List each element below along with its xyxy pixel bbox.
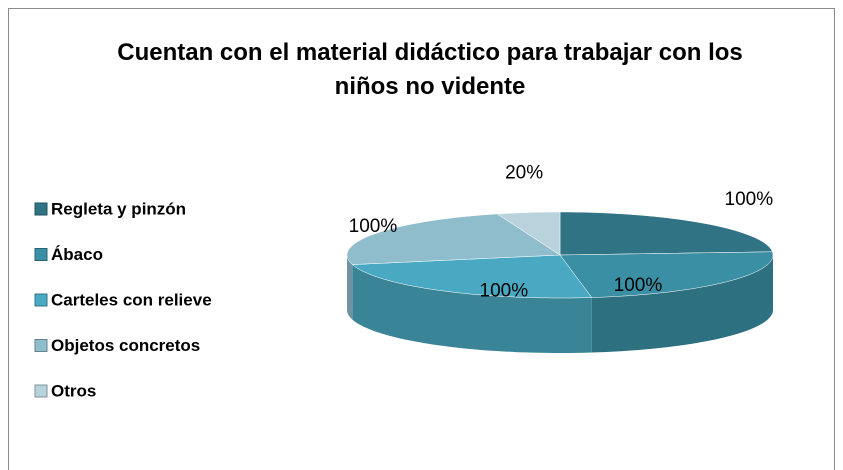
pie-slice xyxy=(346,213,561,265)
pie-side xyxy=(352,264,592,353)
legend-label: Regleta y pinzón xyxy=(51,199,186,218)
legend-label: Carteles con relieve xyxy=(51,290,212,309)
pie-slice xyxy=(559,251,774,298)
legend-label: Otros xyxy=(51,381,96,400)
pie-slice xyxy=(351,254,593,299)
chart-title: Cuentan con el material didáctico para t… xyxy=(117,39,743,100)
pie-side xyxy=(591,255,773,353)
pie-side xyxy=(347,255,353,320)
legend-swatch xyxy=(34,384,48,398)
legend-swatch xyxy=(34,202,48,216)
pie-slice xyxy=(559,211,773,256)
data-label: 100% xyxy=(480,280,529,301)
data-label: 100% xyxy=(614,275,663,296)
legend-swatch xyxy=(34,339,48,352)
legend-swatch xyxy=(34,293,48,307)
legend-swatch xyxy=(34,248,48,261)
pie-slice xyxy=(496,211,561,256)
data-label: 100% xyxy=(725,189,774,210)
data-label: 100% xyxy=(349,216,398,237)
data-label: 20% xyxy=(505,162,543,183)
legend-label: Objetos concretos xyxy=(51,336,200,355)
legend-label: Ábaco xyxy=(51,245,103,264)
